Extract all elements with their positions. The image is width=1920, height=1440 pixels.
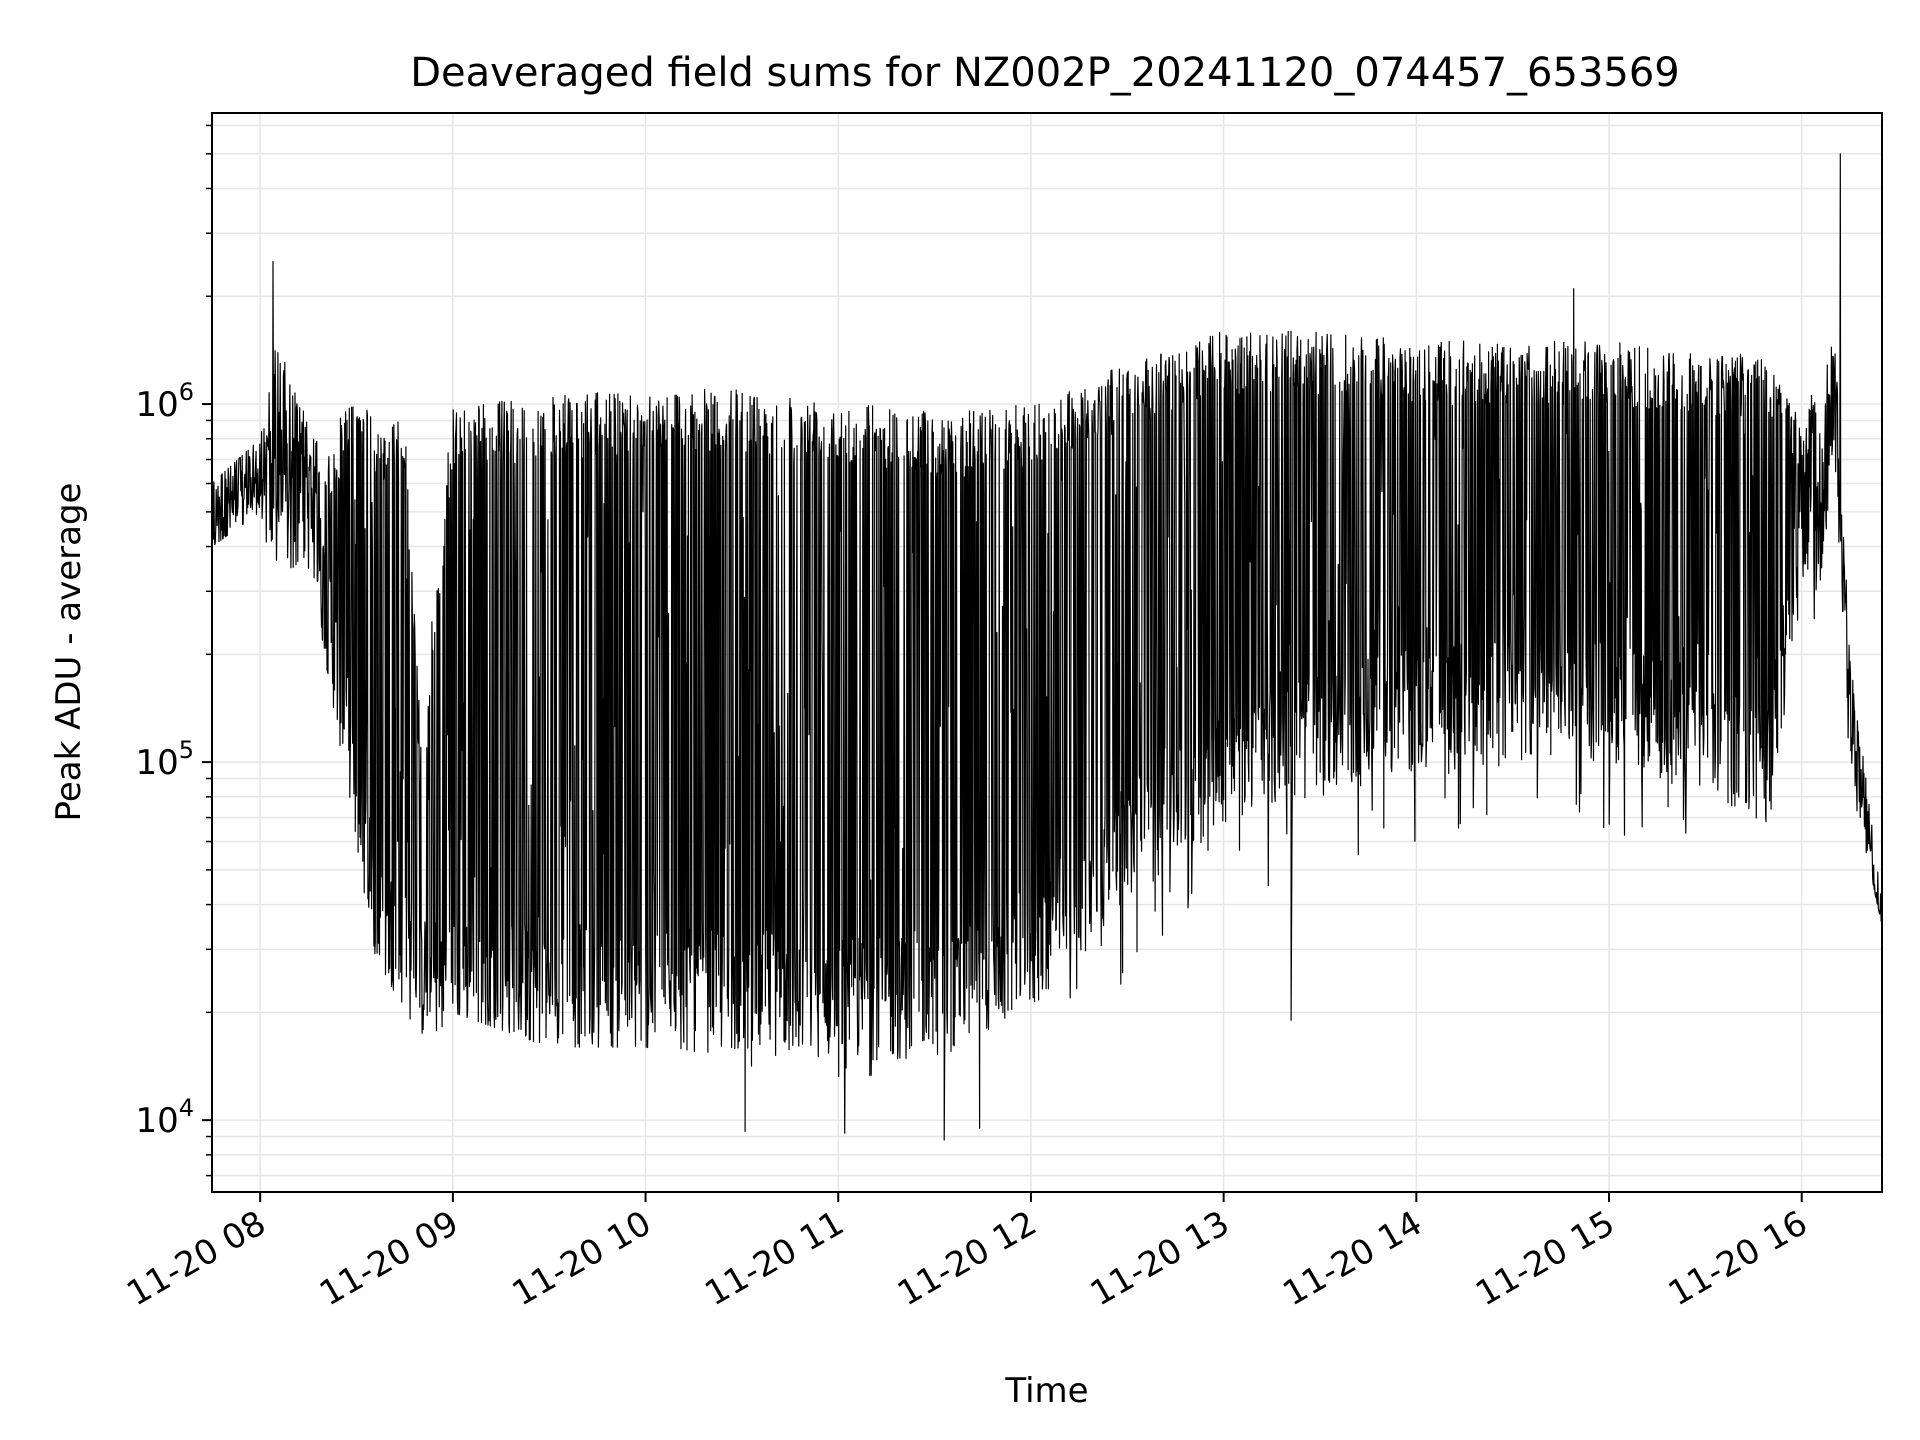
y-axis: 104 105 106 [135,124,212,1177]
y-axis-label: Peak ADU - average [49,483,89,822]
y-tick-label: 104 [135,1094,194,1141]
x-axis-label: Time [1004,1371,1088,1411]
y-tick-label: 106 [135,378,194,425]
series-group [211,153,1883,1141]
plot-frame [211,112,1883,1193]
y-tick-label: 105 [135,736,194,783]
chart-title: Deaveraged field sums for NZ002P_2024112… [410,50,1680,96]
series-line [211,153,1883,1141]
